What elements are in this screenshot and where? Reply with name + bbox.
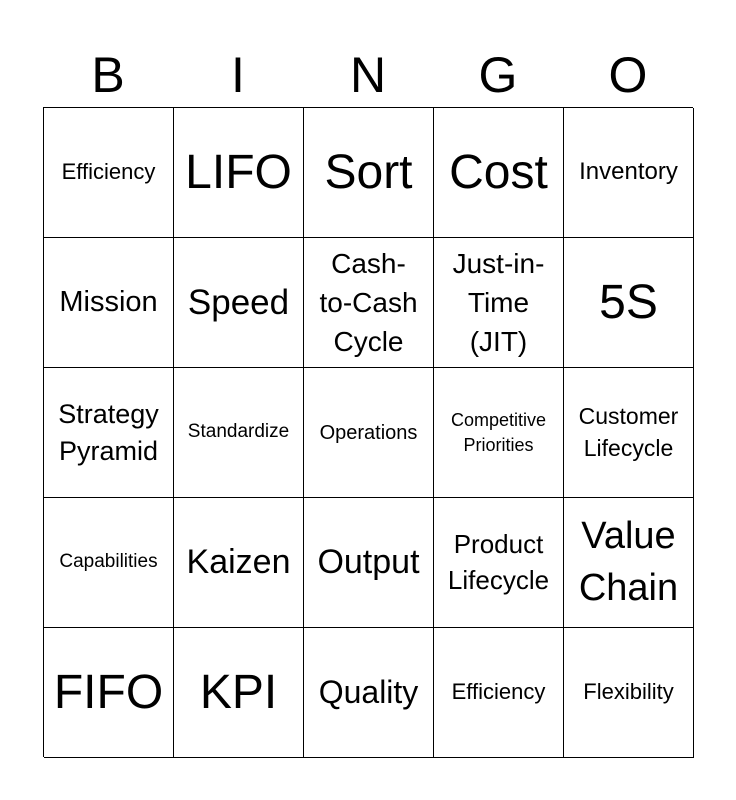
cell-text: Cost <box>449 145 548 199</box>
cell-text: KPI <box>199 665 278 719</box>
bingo-cell[interactable]: Customer Lifecycle <box>564 368 694 498</box>
bingo-cell[interactable]: Standardize <box>174 368 304 498</box>
cell-text: Kaizen <box>186 543 291 582</box>
header-letter-b: B <box>91 47 125 103</box>
bingo-cell[interactable]: Kaizen <box>174 498 304 628</box>
cell-text: Capabilities <box>59 551 158 573</box>
cell-text: Speed <box>187 282 290 322</box>
cell-text: Sort <box>324 145 413 199</box>
bingo-cell[interactable]: Mission <box>44 238 174 368</box>
cell-text: Standardize <box>187 421 290 443</box>
cell-text: FIFO <box>53 665 164 719</box>
header-letter-g: G <box>478 47 518 103</box>
bingo-cell[interactable]: Sort <box>304 108 434 238</box>
bingo-cell[interactable]: Speed <box>174 238 304 368</box>
cell-text: Quality <box>318 674 419 711</box>
bingo-cell[interactable]: Output <box>304 498 434 628</box>
cell-text: Just-in- Time (JIT) <box>452 247 545 358</box>
cell-text: Cash- to-Cash Cycle <box>319 247 418 358</box>
bingo-cell[interactable]: Cash- to-Cash Cycle <box>304 238 434 368</box>
cell-text: Efficiency <box>451 679 546 705</box>
header-letter-o: O <box>608 47 648 103</box>
bingo-cell[interactable]: Capabilities <box>44 498 174 628</box>
bingo-cell[interactable]: Strategy Pyramid <box>44 368 174 498</box>
cell-text: Operations <box>319 421 418 444</box>
cell-text: 5S <box>599 275 658 329</box>
cell-text: Efficiency <box>61 159 156 185</box>
bingo-cell[interactable]: KPI <box>174 628 304 758</box>
bingo-header: B I N G O <box>43 44 693 106</box>
cell-text: Flexibility <box>583 679 674 705</box>
cell-text: Output <box>317 543 420 582</box>
bingo-cell[interactable]: Efficiency <box>434 628 564 758</box>
cell-text: Strategy Pyramid <box>58 399 159 466</box>
bingo-cell[interactable]: Cost <box>434 108 564 238</box>
bingo-cell[interactable]: Operations <box>304 368 434 498</box>
bingo-grid: Efficiency LIFO Sort Cost Inventory Mission Sp… <box>43 107 694 758</box>
cell-text: Mission <box>59 286 158 319</box>
cell-text: LIFO <box>185 145 292 199</box>
bingo-cell[interactable]: Quality <box>304 628 434 758</box>
bingo-cell[interactable]: LIFO <box>174 108 304 238</box>
bingo-cell[interactable]: Value Chain <box>564 498 694 628</box>
bingo-cell[interactable]: Inventory <box>564 108 694 238</box>
cell-text: Product Lifecycle <box>447 529 550 595</box>
cell-text: Customer Lifecycle <box>578 403 679 461</box>
bingo-cell[interactable]: 5S <box>564 238 694 368</box>
cell-text: Competitive Priorities <box>450 410 547 455</box>
cell-text: Value Chain <box>578 515 679 609</box>
bingo-cell[interactable]: Efficiency <box>44 108 174 238</box>
cell-text: Inventory <box>579 158 678 186</box>
bingo-cell[interactable]: Product Lifecycle <box>434 498 564 628</box>
header-letter-n: N <box>349 47 387 103</box>
bingo-cell[interactable]: Competitive Priorities <box>434 368 564 498</box>
header-letter-i: I <box>231 47 245 103</box>
bingo-cell[interactable]: Flexibility <box>564 628 694 758</box>
bingo-cell[interactable]: FIFO <box>44 628 174 758</box>
bingo-cell[interactable]: Just-in- Time (JIT) <box>434 238 564 368</box>
